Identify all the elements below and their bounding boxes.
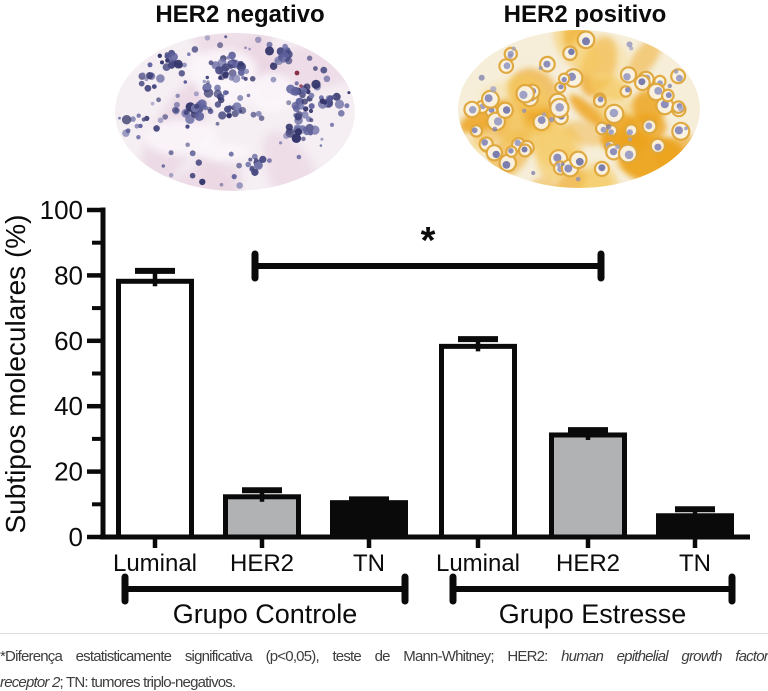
significance-asterisk: * [421, 220, 436, 262]
panel-title-her2-positive: HER2 positivo [503, 1, 667, 28]
y-tick-label-40: 40 [54, 391, 83, 421]
bar-grupo-controle-her2 [223, 494, 301, 540]
footnote-text: *Diferença estatisticamente significativ… [0, 648, 548, 665]
x-label-grupo-controle-her2: HER2 [230, 550, 294, 577]
y-tick-label-100: 100 [40, 195, 83, 225]
bar-grupo-estresse-luminal [439, 343, 517, 540]
footnote-divider [0, 633, 768, 634]
x-label-grupo-controle-luminal: Luminal [113, 550, 197, 577]
y-axis-title: Subtipos moleculares (%) [0, 214, 31, 533]
footnote-italic-term-2: receptor 2 [0, 674, 60, 691]
footnote-italic-term: human epithelial growth factor [561, 648, 768, 665]
x-label-grupo-estresse-tn: TN [679, 550, 711, 577]
x-label-grupo-controle-tn: TN [353, 550, 385, 577]
footnote-text-2: ; TN: tumores triplo-negativos. [59, 674, 237, 691]
bar-grupo-controle-tn [330, 500, 408, 540]
x-label-grupo-estresse-her2: HER2 [556, 550, 620, 577]
significance-bracket [251, 250, 605, 282]
footnote-line-2: receptor 2; TN: tumores triplo-negativos… [0, 670, 768, 691]
bar-chart: 0 20 40 60 80 100 Subtipos moleculares (%) Lumi… [0, 195, 750, 629]
x-label-grupo-estresse-luminal: Luminal [436, 550, 520, 577]
group-bracket-grupo-estresse [449, 573, 736, 605]
y-tick-label-20: 20 [54, 457, 83, 487]
histology-her2-negative-image [115, 33, 355, 191]
y-tick-label-60: 60 [54, 326, 83, 356]
footnote: *Diferença estatisticamente significativ… [0, 644, 768, 691]
group-label-grupo-controle: Grupo Controle [173, 599, 358, 629]
footnote-line-1: *Diferença estatisticamente significativ… [0, 644, 768, 670]
panel-title-her2-negative: HER2 negativo [155, 1, 325, 28]
histology-her2-positive-image [458, 30, 700, 188]
group-bracket-grupo-controle [121, 573, 409, 605]
bar-grupo-estresse-her2 [549, 432, 627, 540]
y-tick-label-80: 80 [54, 260, 83, 290]
y-tick-label-0: 0 [69, 522, 83, 552]
group-label-grupo-estresse: Grupo Estresse [499, 599, 687, 629]
bar-grupo-controle-luminal [116, 278, 194, 540]
